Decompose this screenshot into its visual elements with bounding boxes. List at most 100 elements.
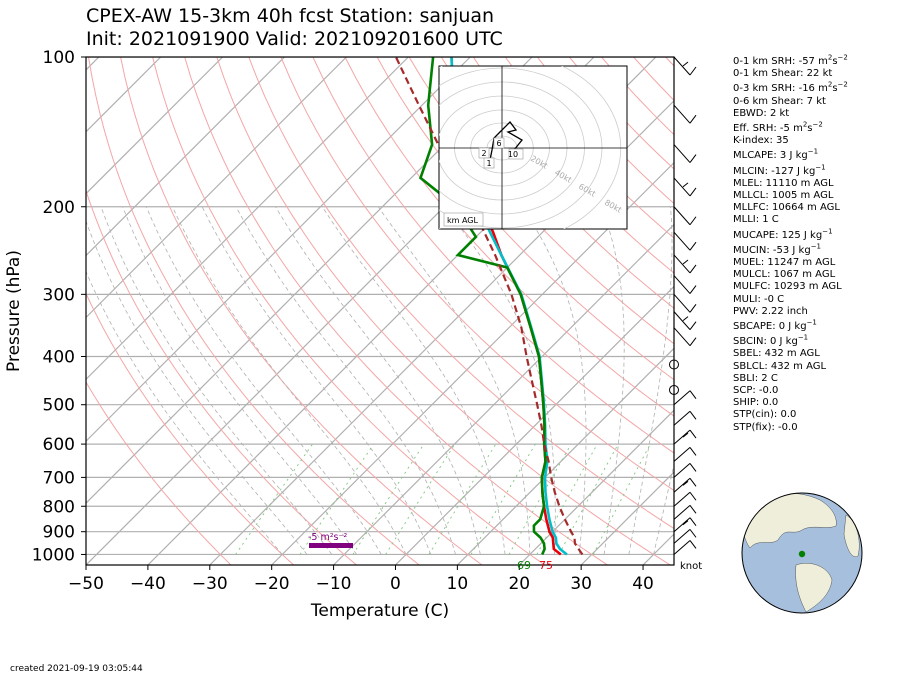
wind-barb: [673, 206, 697, 226]
hodograph-height-label: 2: [481, 149, 486, 158]
globe-outline: [741, 492, 863, 614]
wind-barb: [673, 254, 697, 274]
y-tick-label: 700: [43, 468, 75, 488]
moist-adiabat: [521, 206, 587, 555]
y-tick-label: 100: [43, 48, 75, 68]
dry-adiabat: [472, 57, 674, 274]
y-tick-label: 300: [43, 285, 75, 305]
index-line: SCP: -0.0: [733, 385, 779, 397]
isotherm-line: [86, 57, 224, 195]
isotherm-line: [86, 57, 409, 381]
index-line: MLCIN: -127 J kg−1: [733, 163, 826, 177]
dry-adiabat: [216, 57, 671, 565]
chart-subtitle: Init: 2021091900 Valid: 202109201600 UTC: [86, 28, 503, 50]
index-line: SBCIN: 0 J kg−1: [733, 333, 809, 348]
index-line: SBCAPE: 0 J kg−1: [733, 318, 817, 333]
moist-adiabat: [201, 206, 432, 555]
x-tick-label: −50: [68, 574, 104, 594]
x-tick-label: 0: [390, 574, 401, 594]
mixing-ratio-line: [592, 443, 651, 555]
index-line: SBEL: 432 m AGL: [733, 348, 820, 360]
x-tick-label: −40: [130, 574, 166, 594]
hodograph-trace: [489, 121, 523, 161]
wind-barb: [673, 275, 697, 294]
moist-adiabat: [86, 270, 283, 555]
x-tick-label: −10: [316, 574, 352, 594]
isotherm-line: [580, 471, 674, 565]
moist-adiabat: [172, 206, 407, 555]
wind-barb: [673, 491, 697, 507]
moist-adiabat: [628, 206, 673, 555]
index-line: MULFC: 10293 m AGL: [733, 281, 842, 293]
y-tick-label: 400: [43, 348, 75, 368]
station-marker: [798, 550, 806, 558]
moist-adiabat: [600, 206, 625, 555]
indices-panel: 0-1 km SRH: -57 m2s−2 0-1 km Shear: 22 kt…: [733, 53, 848, 434]
index-line: SBLI: 2 C: [733, 372, 778, 384]
index-line: 0-1 km Shear: 22 kt: [733, 68, 833, 80]
wind-barb: [673, 447, 697, 462]
moist-adiabat: [653, 462, 674, 555]
globe-inset: [741, 492, 863, 614]
dry-adiabat: [152, 57, 545, 565]
index-line: K-index: 35: [733, 135, 789, 147]
y-axis-label: Pressure (hPa): [4, 250, 24, 372]
x-axis-label: Temperature (C): [310, 601, 449, 621]
dry-adiabat: [344, 57, 674, 417]
index-line: STP(cin): 0.0: [733, 409, 797, 421]
wind-unit-label: knot: [680, 561, 702, 572]
index-line: MLLI: 1 C: [733, 214, 779, 226]
moist-adiabat: [235, 206, 456, 555]
wind-barb: [673, 410, 697, 426]
moist-adiabat: [100, 206, 333, 555]
wind-barb: [673, 327, 697, 346]
wind-barb: [673, 231, 697, 251]
dry-adiabat: [408, 57, 674, 345]
index-line: MUCIN: -53 J kg−1: [733, 242, 822, 256]
index-line: MLLCL: 1005 m AGL: [733, 190, 834, 202]
isotherm-line: [86, 57, 285, 257]
wind-barb: [669, 359, 679, 370]
y-tick-label: 200: [43, 198, 75, 218]
plot-frame: [85, 56, 675, 566]
wind-barb: [673, 56, 697, 76]
index-line: MUEL: 11247 m AGL: [733, 257, 836, 269]
dry-adiabat: [280, 57, 674, 492]
x-tick-label: 40: [632, 574, 654, 594]
dry-adiabat: [440, 57, 674, 309]
y-tick-label: 500: [43, 396, 75, 416]
dry-adiabat: [376, 57, 674, 381]
index-line: PWV: 2.22 inch: [733, 305, 808, 317]
mixing-ratio-line: [558, 443, 619, 555]
index-line: 0-1 km SRH: -57 m2s−2: [733, 53, 848, 67]
index-line: MULI: -0 C: [733, 293, 785, 305]
dry-adiabat: [86, 381, 232, 565]
mixing-ratio-line: [428, 443, 497, 555]
index-line: STP(fix): -0.0: [733, 421, 798, 433]
wind-barb: [673, 104, 697, 124]
dry-adiabat: [86, 292, 295, 565]
index-line: MUCAPE: 125 J kg−1: [733, 227, 833, 241]
index-line: Eff. SRH: -5 m2s−2: [733, 120, 823, 135]
chart-title: CPEX-AW 15-3km 40h fcst Station: sanjuan: [86, 5, 495, 27]
mixing-ratio-line: [470, 443, 536, 555]
moist-adiabat: [377, 206, 531, 555]
wind-barb: [673, 390, 697, 406]
isotherm-line: [518, 409, 674, 565]
isotherm-line: [395, 285, 674, 565]
x-tick-label: −30: [192, 574, 228, 594]
index-line: 0-6 km Shear: 7 kt: [733, 95, 826, 107]
isotherm-line: [86, 57, 471, 443]
wind-barb: [673, 294, 697, 313]
mixing-ratio-line: [536, 443, 598, 555]
wind-barb: [673, 517, 697, 533]
y-tick-label: 800: [43, 497, 75, 517]
moist-adiabat: [122, 206, 357, 555]
mixing-ratio-line: [385, 443, 456, 555]
surface-temperature-label: 75: [539, 559, 553, 572]
hodograph-unit-label: km AGL: [447, 216, 479, 225]
wind-barb: [673, 311, 697, 330]
x-tick-label: 10: [447, 574, 469, 594]
isotherm-line: [86, 57, 162, 133]
